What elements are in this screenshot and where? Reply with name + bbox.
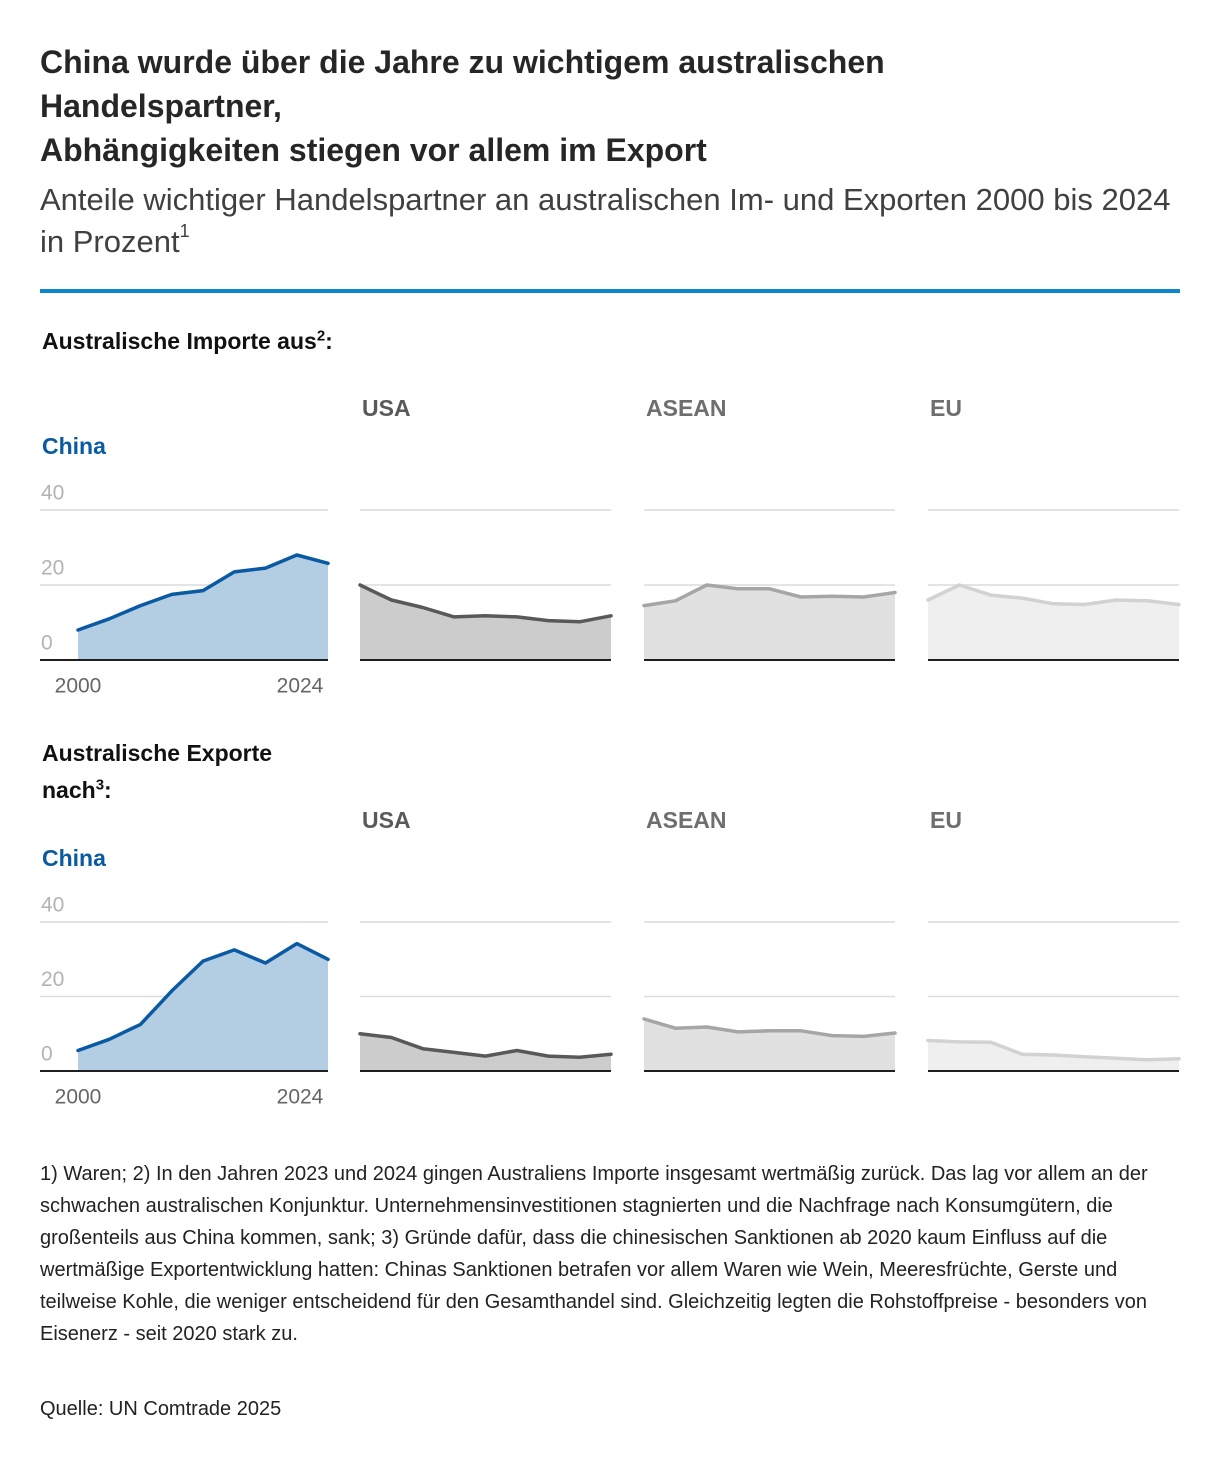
area-asean xyxy=(644,585,895,660)
panel-title-eu: EU xyxy=(930,395,962,421)
footnote-marker: 2 xyxy=(316,327,326,345)
panel-title-asean: ASEAN xyxy=(646,807,727,833)
panel-title-eu: EU xyxy=(930,807,962,833)
area-eu xyxy=(928,585,1179,660)
x-tick-label: 2024 xyxy=(277,1086,324,1109)
panel-title-asean: ASEAN xyxy=(646,395,727,421)
section-label-imports: Australische Importe aus2: xyxy=(42,323,342,360)
section-label-suffix: : xyxy=(325,328,333,354)
chart-subtitle: Anteile wichtiger Handelspartner an aust… xyxy=(40,179,1190,263)
y-tick-label: 0 xyxy=(41,1043,53,1066)
section-label-text: Australische Exporte nach xyxy=(42,740,273,803)
footnote: 1) Waren; 2) In den Jahren 2023 und 2024… xyxy=(40,1163,1148,1345)
section-label-exports: Australische Exporte nach3: xyxy=(42,735,342,809)
x-tick-label: 2000 xyxy=(55,1086,102,1109)
subtitle-text: Anteile wichtiger Handelspartner an aust… xyxy=(40,182,1171,259)
area-asean xyxy=(644,1018,895,1071)
y-tick-label: 40 xyxy=(41,482,64,505)
title-line: Handelspartner, xyxy=(40,88,282,124)
area-usa xyxy=(360,585,611,660)
panel-title-usa: USA xyxy=(362,807,411,833)
section-label-text: Australische Importe aus xyxy=(42,328,317,354)
y-tick-label: 20 xyxy=(41,557,64,580)
footnote-marker: 3 xyxy=(95,776,105,794)
panel-title-usa: USA xyxy=(362,395,411,421)
header-rule xyxy=(40,289,1180,293)
x-tick-label: 2024 xyxy=(277,675,324,698)
panel-title-china: China xyxy=(42,845,106,871)
area-china xyxy=(78,943,328,1071)
y-tick-label: 0 xyxy=(41,632,53,655)
panel-title-china: China xyxy=(42,433,106,459)
x-tick-label: 2000 xyxy=(55,675,102,698)
y-tick-label: 40 xyxy=(41,894,64,917)
footnote-marker: 1 xyxy=(179,220,190,241)
section-label-suffix: : xyxy=(104,777,112,803)
title-line: Abhängigkeiten stiegen vor allem im Expo… xyxy=(40,132,707,168)
area-china xyxy=(78,555,328,660)
title-line: China wurde über die Jahre zu wichtigem … xyxy=(40,44,885,80)
source-note: Quelle: UN Comtrade 2025 xyxy=(40,1398,282,1420)
area-usa xyxy=(360,1033,611,1071)
chart-title: China wurde über die Jahre zu wichtigem … xyxy=(40,40,1180,172)
y-tick-label: 20 xyxy=(41,968,64,991)
